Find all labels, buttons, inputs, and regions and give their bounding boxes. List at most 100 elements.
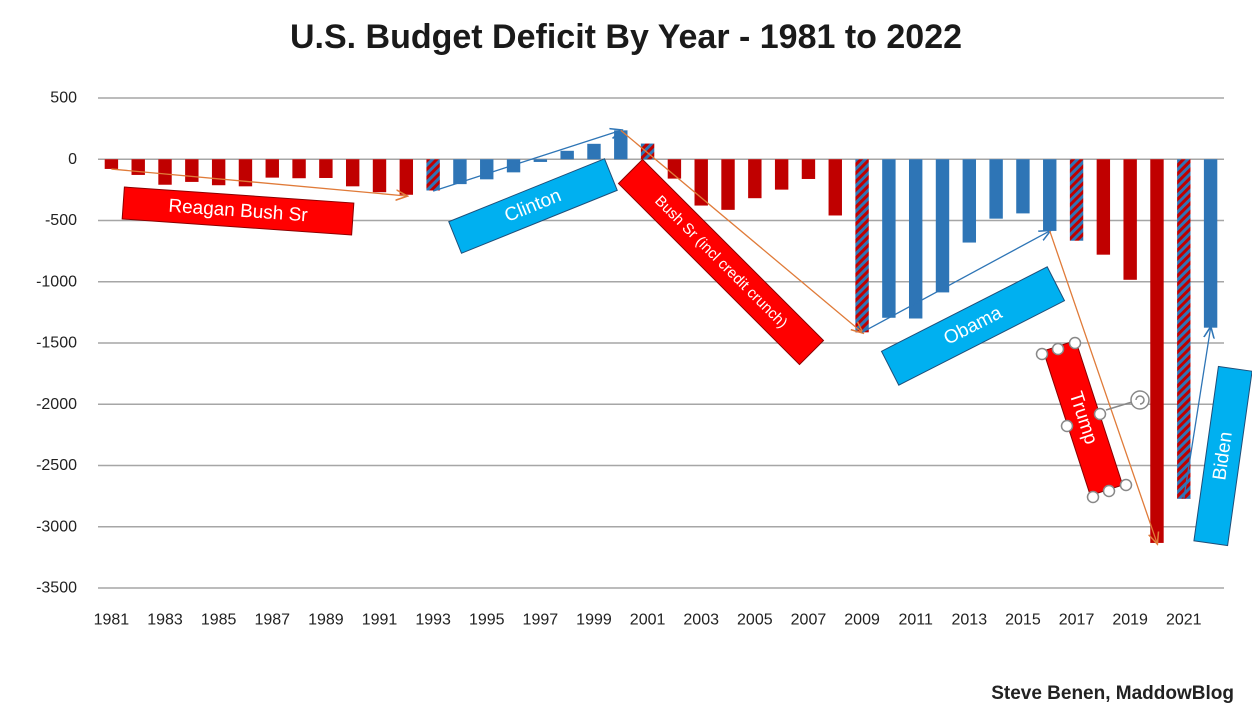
bar-2003 xyxy=(694,159,708,206)
bar-2005 xyxy=(748,159,762,199)
bar-1998 xyxy=(560,150,574,160)
bar-2013 xyxy=(962,159,977,243)
bar-1988 xyxy=(292,159,306,179)
x-tick-label: 2001 xyxy=(630,612,666,629)
bar-2007 xyxy=(801,159,816,179)
bar-2008 xyxy=(828,159,842,216)
resize-handle[interactable] xyxy=(1051,342,1065,356)
source-credit: Steve Benen, MaddowBlog xyxy=(991,683,1234,704)
x-tick-label: 2021 xyxy=(1166,612,1202,629)
bar-2010 xyxy=(882,159,896,318)
bar-1989 xyxy=(319,159,333,178)
bar-1981 xyxy=(104,159,119,169)
x-tick-label: 1995 xyxy=(469,612,505,629)
y-tick-label: -3000 xyxy=(36,518,77,535)
annotation-trump: Trump xyxy=(1042,339,1124,497)
x-tick-label: 1987 xyxy=(254,612,290,629)
rotate-handle-icon[interactable] xyxy=(1130,390,1150,410)
resize-handle[interactable] xyxy=(1060,419,1074,433)
y-tick-label: -3500 xyxy=(36,580,77,597)
annotation-biden: Biden xyxy=(1193,365,1252,547)
resize-handle[interactable] xyxy=(1119,478,1133,492)
annotation-clinton: Clinton xyxy=(448,158,618,254)
bar-2019 xyxy=(1123,159,1137,280)
annotation-bush-jr: Bush Sr (incl credit crunch) xyxy=(617,158,825,366)
resize-handle[interactable] xyxy=(1068,336,1082,350)
trend-arrow-4 xyxy=(1049,230,1157,543)
bar-1996 xyxy=(506,159,521,173)
trend-arrow-1 xyxy=(432,130,621,192)
bar-2015 xyxy=(1016,159,1030,214)
chart-title: U.S. Budget Deficit By Year - 1981 to 20… xyxy=(289,18,963,56)
bar-1993 xyxy=(426,159,440,191)
bar-2006 xyxy=(774,159,789,190)
resize-handle[interactable] xyxy=(1086,490,1100,504)
trend-arrow-2 xyxy=(620,129,862,332)
x-tick-label: 2017 xyxy=(1059,612,1095,629)
bar-1999 xyxy=(587,143,601,160)
shape-selection-handles[interactable] xyxy=(1035,336,1150,504)
bars xyxy=(104,130,1218,543)
y-tick-label: -1000 xyxy=(36,273,77,290)
bar-2021 xyxy=(1177,159,1191,499)
bar-2002 xyxy=(667,159,682,179)
bar-2012 xyxy=(935,159,950,293)
x-tick-label: 2005 xyxy=(737,612,773,629)
rotate-handle-connector xyxy=(1105,401,1133,411)
bar-2016 xyxy=(1043,159,1057,231)
annotation-reagan-bush-sr: Reagan Bush Sr xyxy=(121,186,355,236)
resize-handle[interactable] xyxy=(1102,484,1116,498)
trend-arrow-0 xyxy=(111,168,406,196)
y-axis-tick-labels: 500 0 -500 -1000 -1500 -2000 -2500 -3000 -3500 xyxy=(36,90,77,597)
y-tick-label: -500 xyxy=(45,212,77,229)
x-axis-tick-labels: 1981 1983 1985 1987 1989 1991 1993 1995 1997 1999… xyxy=(94,612,1202,629)
x-tick-label: 2013 xyxy=(952,612,988,629)
trend-arrow-3 xyxy=(861,231,1050,333)
bar-1994 xyxy=(453,159,467,185)
bar-1992 xyxy=(399,159,414,195)
bar-2004 xyxy=(721,159,735,210)
x-tick-label: 1981 xyxy=(94,612,130,629)
bar-2014 xyxy=(989,159,1003,219)
bar-2018 xyxy=(1096,159,1111,255)
x-tick-label: 1993 xyxy=(415,612,451,629)
x-tick-label: 1997 xyxy=(523,612,559,629)
x-tick-label: 1999 xyxy=(576,612,612,629)
y-tick-label: -2500 xyxy=(36,457,77,474)
trend-arrow-5 xyxy=(1183,328,1211,499)
bar-1984 xyxy=(185,159,199,182)
y-tick-label: 500 xyxy=(50,90,77,107)
bar-1983 xyxy=(158,159,172,185)
trend-arrows xyxy=(111,130,1210,543)
x-tick-label: 1989 xyxy=(308,612,344,629)
bar-1991 xyxy=(372,159,387,193)
y-tick-label: -2000 xyxy=(36,396,77,413)
x-tick-label: 2003 xyxy=(683,612,719,629)
bar-2011 xyxy=(908,159,923,319)
y-tick-label: -1500 xyxy=(36,335,77,352)
resize-handle[interactable] xyxy=(1093,407,1107,421)
bar-1997 xyxy=(533,159,548,162)
rotate-arrow-icon xyxy=(1135,395,1145,405)
bar-2009 xyxy=(855,159,869,333)
bar-2022 xyxy=(1203,159,1218,328)
x-tick-label: 2011 xyxy=(898,612,933,629)
bar-1987 xyxy=(265,159,279,178)
bar-1985 xyxy=(211,159,226,186)
x-tick-label: 1985 xyxy=(201,612,237,629)
x-tick-label: 2019 xyxy=(1112,612,1148,629)
bar-1986 xyxy=(238,159,253,187)
annotation-label: Bush Sr (incl credit crunch) xyxy=(651,192,790,331)
x-tick-label: 2009 xyxy=(844,612,880,629)
resize-handle[interactable] xyxy=(1035,347,1049,361)
bar-1995 xyxy=(480,159,494,180)
bar-2020 xyxy=(1150,159,1164,543)
bar-2017 xyxy=(1069,159,1084,241)
y-tick-label: 0 xyxy=(68,151,77,168)
bar-1990 xyxy=(345,159,360,187)
x-tick-label: 1983 xyxy=(147,612,183,629)
x-tick-label: 2007 xyxy=(791,612,827,629)
x-tick-label: 2015 xyxy=(1005,612,1041,629)
x-tick-label: 1991 xyxy=(362,612,398,629)
